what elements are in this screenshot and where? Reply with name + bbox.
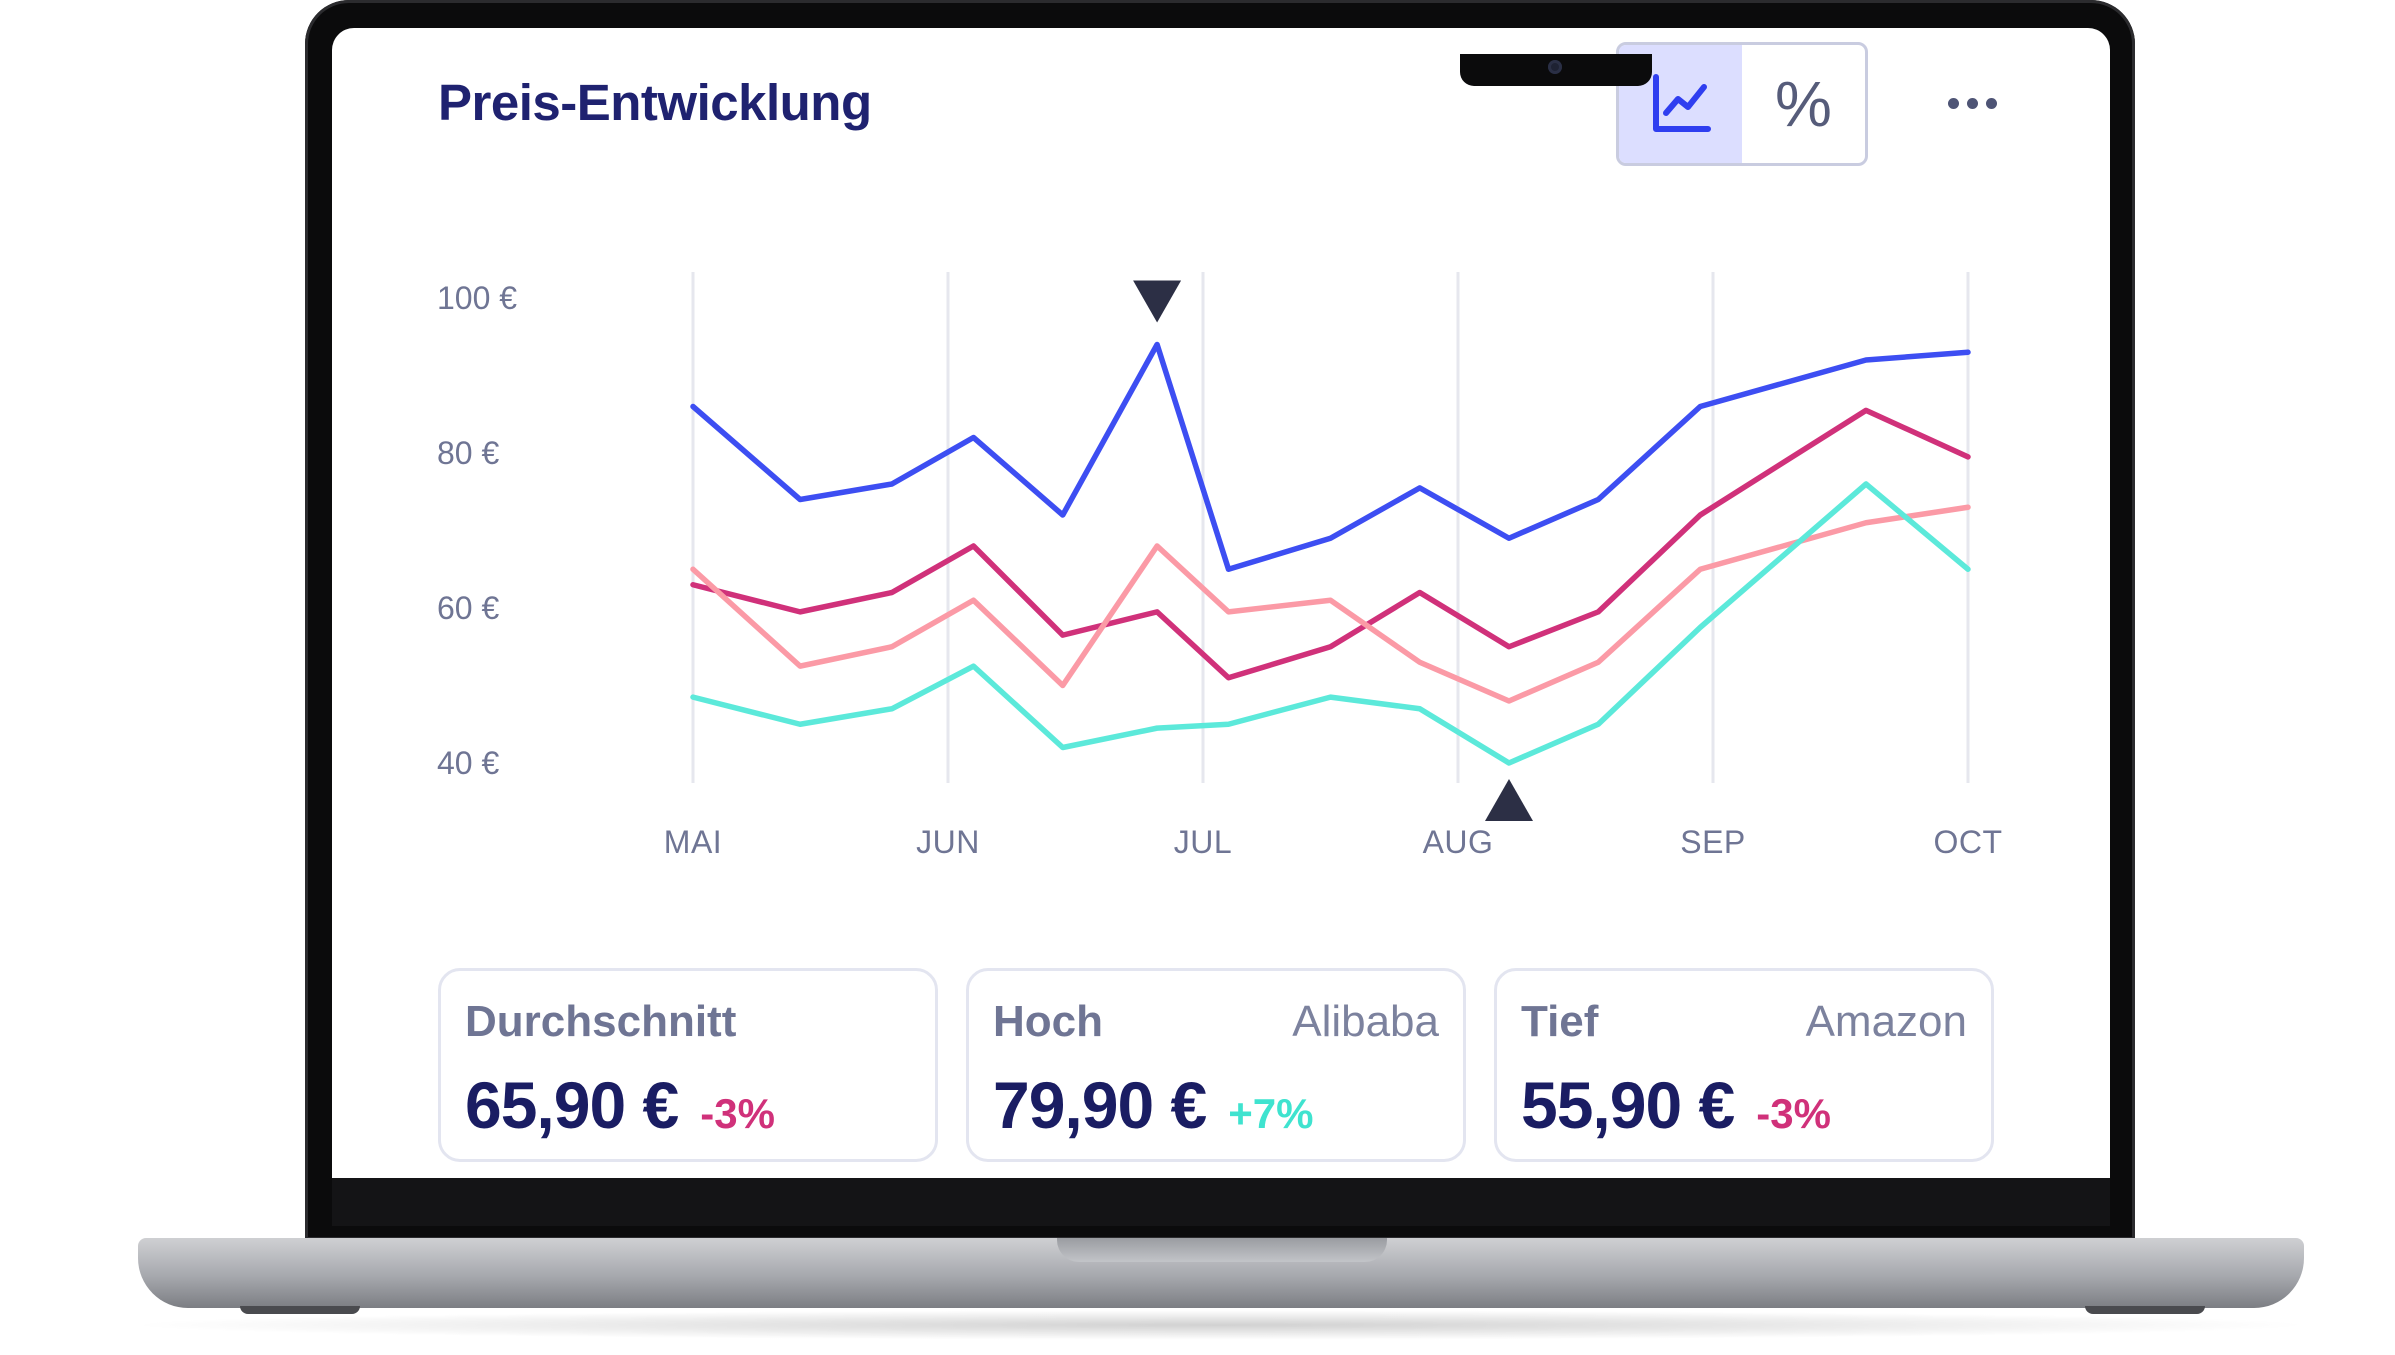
high-marker-icon xyxy=(1133,280,1182,323)
more-dot xyxy=(1985,97,1997,109)
x-tick-label: JUN xyxy=(916,824,980,860)
x-tick-label: AUG xyxy=(1423,824,1494,860)
x-tick-label: OCT xyxy=(1933,824,2002,860)
stat-label: Tief xyxy=(1521,997,1599,1046)
camera-icon xyxy=(1548,60,1562,74)
stat-label: Durchschnitt xyxy=(465,997,737,1046)
y-tick-label: 40 € xyxy=(437,745,499,781)
stat-source: Alibaba xyxy=(1292,997,1439,1046)
stat-value: 65,90 € xyxy=(465,1068,679,1142)
stat-label: Hoch xyxy=(993,997,1103,1046)
y-tick-label: 100 € xyxy=(437,280,517,316)
stat-card-low: Tief Amazon 55,90 € -3% xyxy=(1494,968,1994,1162)
stat-card-average: Durchschnitt 65,90 € -3% xyxy=(438,968,938,1162)
screen: Preis-Entwicklung % MAI JUN JUL AUG SEP OCT 10… xyxy=(332,28,2110,1178)
stat-source: Amazon xyxy=(1805,997,1967,1046)
stat-value: 55,90 € xyxy=(1521,1068,1735,1142)
y-tick-label: 60 € xyxy=(437,590,499,626)
stat-value-line: 79,90 € +7% xyxy=(993,1067,1313,1143)
more-options-button[interactable] xyxy=(1932,78,2012,128)
more-dot xyxy=(1966,97,1978,109)
stat-delta: -3% xyxy=(700,1090,775,1137)
stat-value: 79,90 € xyxy=(993,1068,1207,1142)
series-line xyxy=(690,341,1971,572)
more-horizontal-icon xyxy=(1947,97,1959,109)
series-line xyxy=(690,504,1971,704)
laptop-foot-right xyxy=(2085,1306,2205,1314)
line-chart-icon xyxy=(1652,74,1711,132)
x-tick-label: JUL xyxy=(1174,824,1232,860)
stat-value-line: 55,90 € -3% xyxy=(1521,1067,1831,1143)
y-tick-label: 80 € xyxy=(437,435,499,471)
stats-row: Durchschnitt 65,90 € -3% Hoch Alibaba 79,… xyxy=(438,968,1994,1168)
camera-notch xyxy=(1460,54,1652,86)
stat-delta: +7% xyxy=(1228,1090,1314,1137)
stat-delta: -3% xyxy=(1756,1090,1831,1137)
series-line xyxy=(690,481,1971,766)
laptop-shadow xyxy=(120,1310,2320,1340)
stat-card-high: Hoch Alibaba 79,90 € +7% xyxy=(966,968,1466,1162)
laptop-foot-left xyxy=(240,1306,360,1314)
series-line xyxy=(690,407,1971,681)
screen-bottom-bezel xyxy=(332,1178,2110,1226)
low-marker-icon xyxy=(1485,779,1533,821)
price-chart: MAI JUN JUL AUG SEP OCT 100 € 80 € 60 € 40 € xyxy=(437,272,2002,860)
widget-title: Preis-Entwicklung xyxy=(438,74,872,131)
x-tick-label: MAI xyxy=(664,824,722,860)
laptop-base-notch xyxy=(1057,1238,1387,1262)
stat-value-line: 65,90 € -3% xyxy=(465,1067,775,1143)
percent-mode-button[interactable]: % xyxy=(1775,68,1832,140)
x-tick-label: SEP xyxy=(1680,824,1746,860)
